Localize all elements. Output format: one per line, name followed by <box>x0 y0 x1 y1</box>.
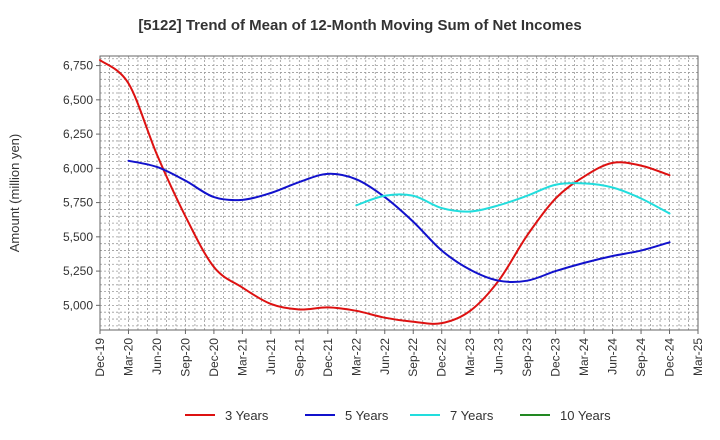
x-tick-label: Sep-24 <box>634 338 648 377</box>
legend-label-7-years: 7 Years <box>450 408 494 423</box>
x-tick-label: Sep-22 <box>406 338 420 377</box>
x-tick-label: Dec-24 <box>663 338 677 377</box>
x-tick-label: Dec-20 <box>207 338 221 377</box>
x-tick-label: Mar-20 <box>121 338 135 376</box>
x-tick-label: Sep-21 <box>292 338 306 377</box>
x-tick-label: Jun-23 <box>492 338 506 375</box>
x-tick-label: Mar-22 <box>349 338 363 376</box>
x-tick-label: Mar-25 <box>691 338 705 376</box>
legend-label-10-years: 10 Years <box>560 408 611 423</box>
grid <box>100 56 698 330</box>
x-tick-label: Mar-21 <box>235 338 249 376</box>
legend-label-3-years: 3 Years <box>225 408 269 423</box>
x-tick-label: Dec-19 <box>93 338 107 377</box>
y-tick-label: 5,250 <box>63 264 93 278</box>
x-tick-label: Dec-23 <box>549 338 563 377</box>
series-line-7-years <box>355 182 671 215</box>
x-tick-label: Dec-21 <box>321 338 335 377</box>
chart-title: [5122] Trend of Mean of 12-Month Moving … <box>138 17 581 34</box>
y-tick-label: 5,000 <box>63 298 93 312</box>
plot-frame <box>99 55 699 331</box>
y-axis-ticks: 5,000 5,250 5,500 5,750 6,000 6,250 6,500 6,750 <box>63 59 100 312</box>
x-tick-label: Jun-21 <box>264 338 278 375</box>
y-tick-label: 6,500 <box>63 93 93 107</box>
y-axis-label: Amount (million yen) <box>7 134 22 253</box>
x-tick-label: Dec-22 <box>435 338 449 377</box>
y-tick-label: 6,250 <box>63 127 93 141</box>
series-line-5-years <box>127 159 671 283</box>
series-lines <box>99 59 671 325</box>
legend-label-5-years: 5 Years <box>345 408 389 423</box>
x-axis-ticks: Dec-19 Mar-20 Jun-20 Sep-20 Dec-20 Mar-21 Jun-… <box>93 330 705 377</box>
y-tick-label: 6,000 <box>63 161 93 175</box>
x-tick-label: Jun-22 <box>378 338 392 375</box>
y-tick-label: 5,750 <box>63 196 93 210</box>
x-tick-label: Mar-23 <box>463 338 477 376</box>
x-tick-label: Sep-23 <box>520 338 534 377</box>
x-tick-label: Jun-24 <box>606 338 620 375</box>
y-tick-label: 6,750 <box>63 59 93 73</box>
x-tick-label: Mar-24 <box>577 338 591 376</box>
x-tick-label: Jun-20 <box>150 338 164 375</box>
legend: 3 Years 5 Years 7 Years 10 Years <box>185 408 611 423</box>
x-tick-label: Sep-20 <box>178 338 192 377</box>
y-tick-label: 5,500 <box>63 230 93 244</box>
